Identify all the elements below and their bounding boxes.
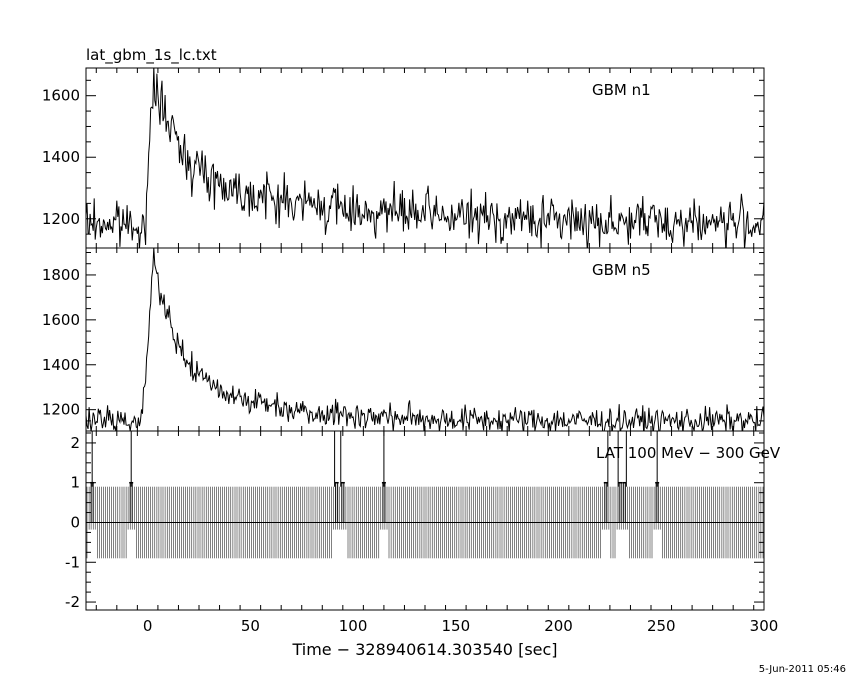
date-stamp: 5-Jun-2011 05:46 bbox=[759, 664, 846, 675]
x-tick-label: 200 bbox=[544, 617, 573, 635]
panel-data bbox=[86, 431, 764, 559]
y-tick-label: 2 bbox=[70, 434, 80, 452]
y-tick-label: 1800 bbox=[42, 266, 80, 284]
x-axis: 0 50 100 150 200 250 300 bbox=[143, 617, 778, 635]
y-tick-label: 1600 bbox=[42, 311, 80, 329]
panel-3: -2 -1 0 1 2 LAT 100 MeV − 300 GeV bbox=[65, 430, 781, 611]
light-curve-series bbox=[86, 68, 764, 248]
x-axis-label: Time − 328940614.303540 [sec] bbox=[291, 640, 557, 659]
y-tick-label: 1400 bbox=[42, 148, 80, 166]
y-tick-label: 1200 bbox=[42, 210, 80, 228]
panel-frame bbox=[85, 247, 765, 432]
y-tick-label: -2 bbox=[65, 593, 80, 611]
y-tick-label: 1600 bbox=[42, 87, 80, 105]
x-tick-label: 250 bbox=[647, 617, 676, 635]
x-tick-label: 0 bbox=[143, 617, 153, 635]
x-tick-label: 300 bbox=[750, 617, 779, 635]
panel-label: LAT 100 MeV − 300 GeV bbox=[596, 444, 781, 462]
x-tick-label: 150 bbox=[441, 617, 470, 635]
panel-2: 1200 1400 1600 1800 GBM n5 bbox=[42, 247, 765, 432]
panel-1: 1200 1400 1600 GBM n1 bbox=[42, 67, 765, 249]
panel-data bbox=[86, 248, 764, 431]
panel-data bbox=[86, 68, 764, 248]
y-tick-label: 1200 bbox=[42, 401, 80, 419]
y-tick-label: 1 bbox=[70, 474, 80, 492]
panel-label: GBM n5 bbox=[592, 261, 651, 279]
file-title: lat_gbm_1s_lc.txt bbox=[86, 46, 217, 65]
light-curve-series bbox=[86, 248, 764, 431]
panel-label: GBM n1 bbox=[592, 81, 651, 99]
y-tick-label: 0 bbox=[70, 513, 80, 531]
x-tick-label: 50 bbox=[241, 617, 260, 635]
panels-group: 1200 1400 1600 GBM n1 1200 1400 1600 1800 GBM n5… bbox=[42, 67, 781, 611]
y-tick-label: 1400 bbox=[42, 356, 80, 374]
x-tick-label: 100 bbox=[339, 617, 368, 635]
y-tick-label: -1 bbox=[65, 553, 80, 571]
